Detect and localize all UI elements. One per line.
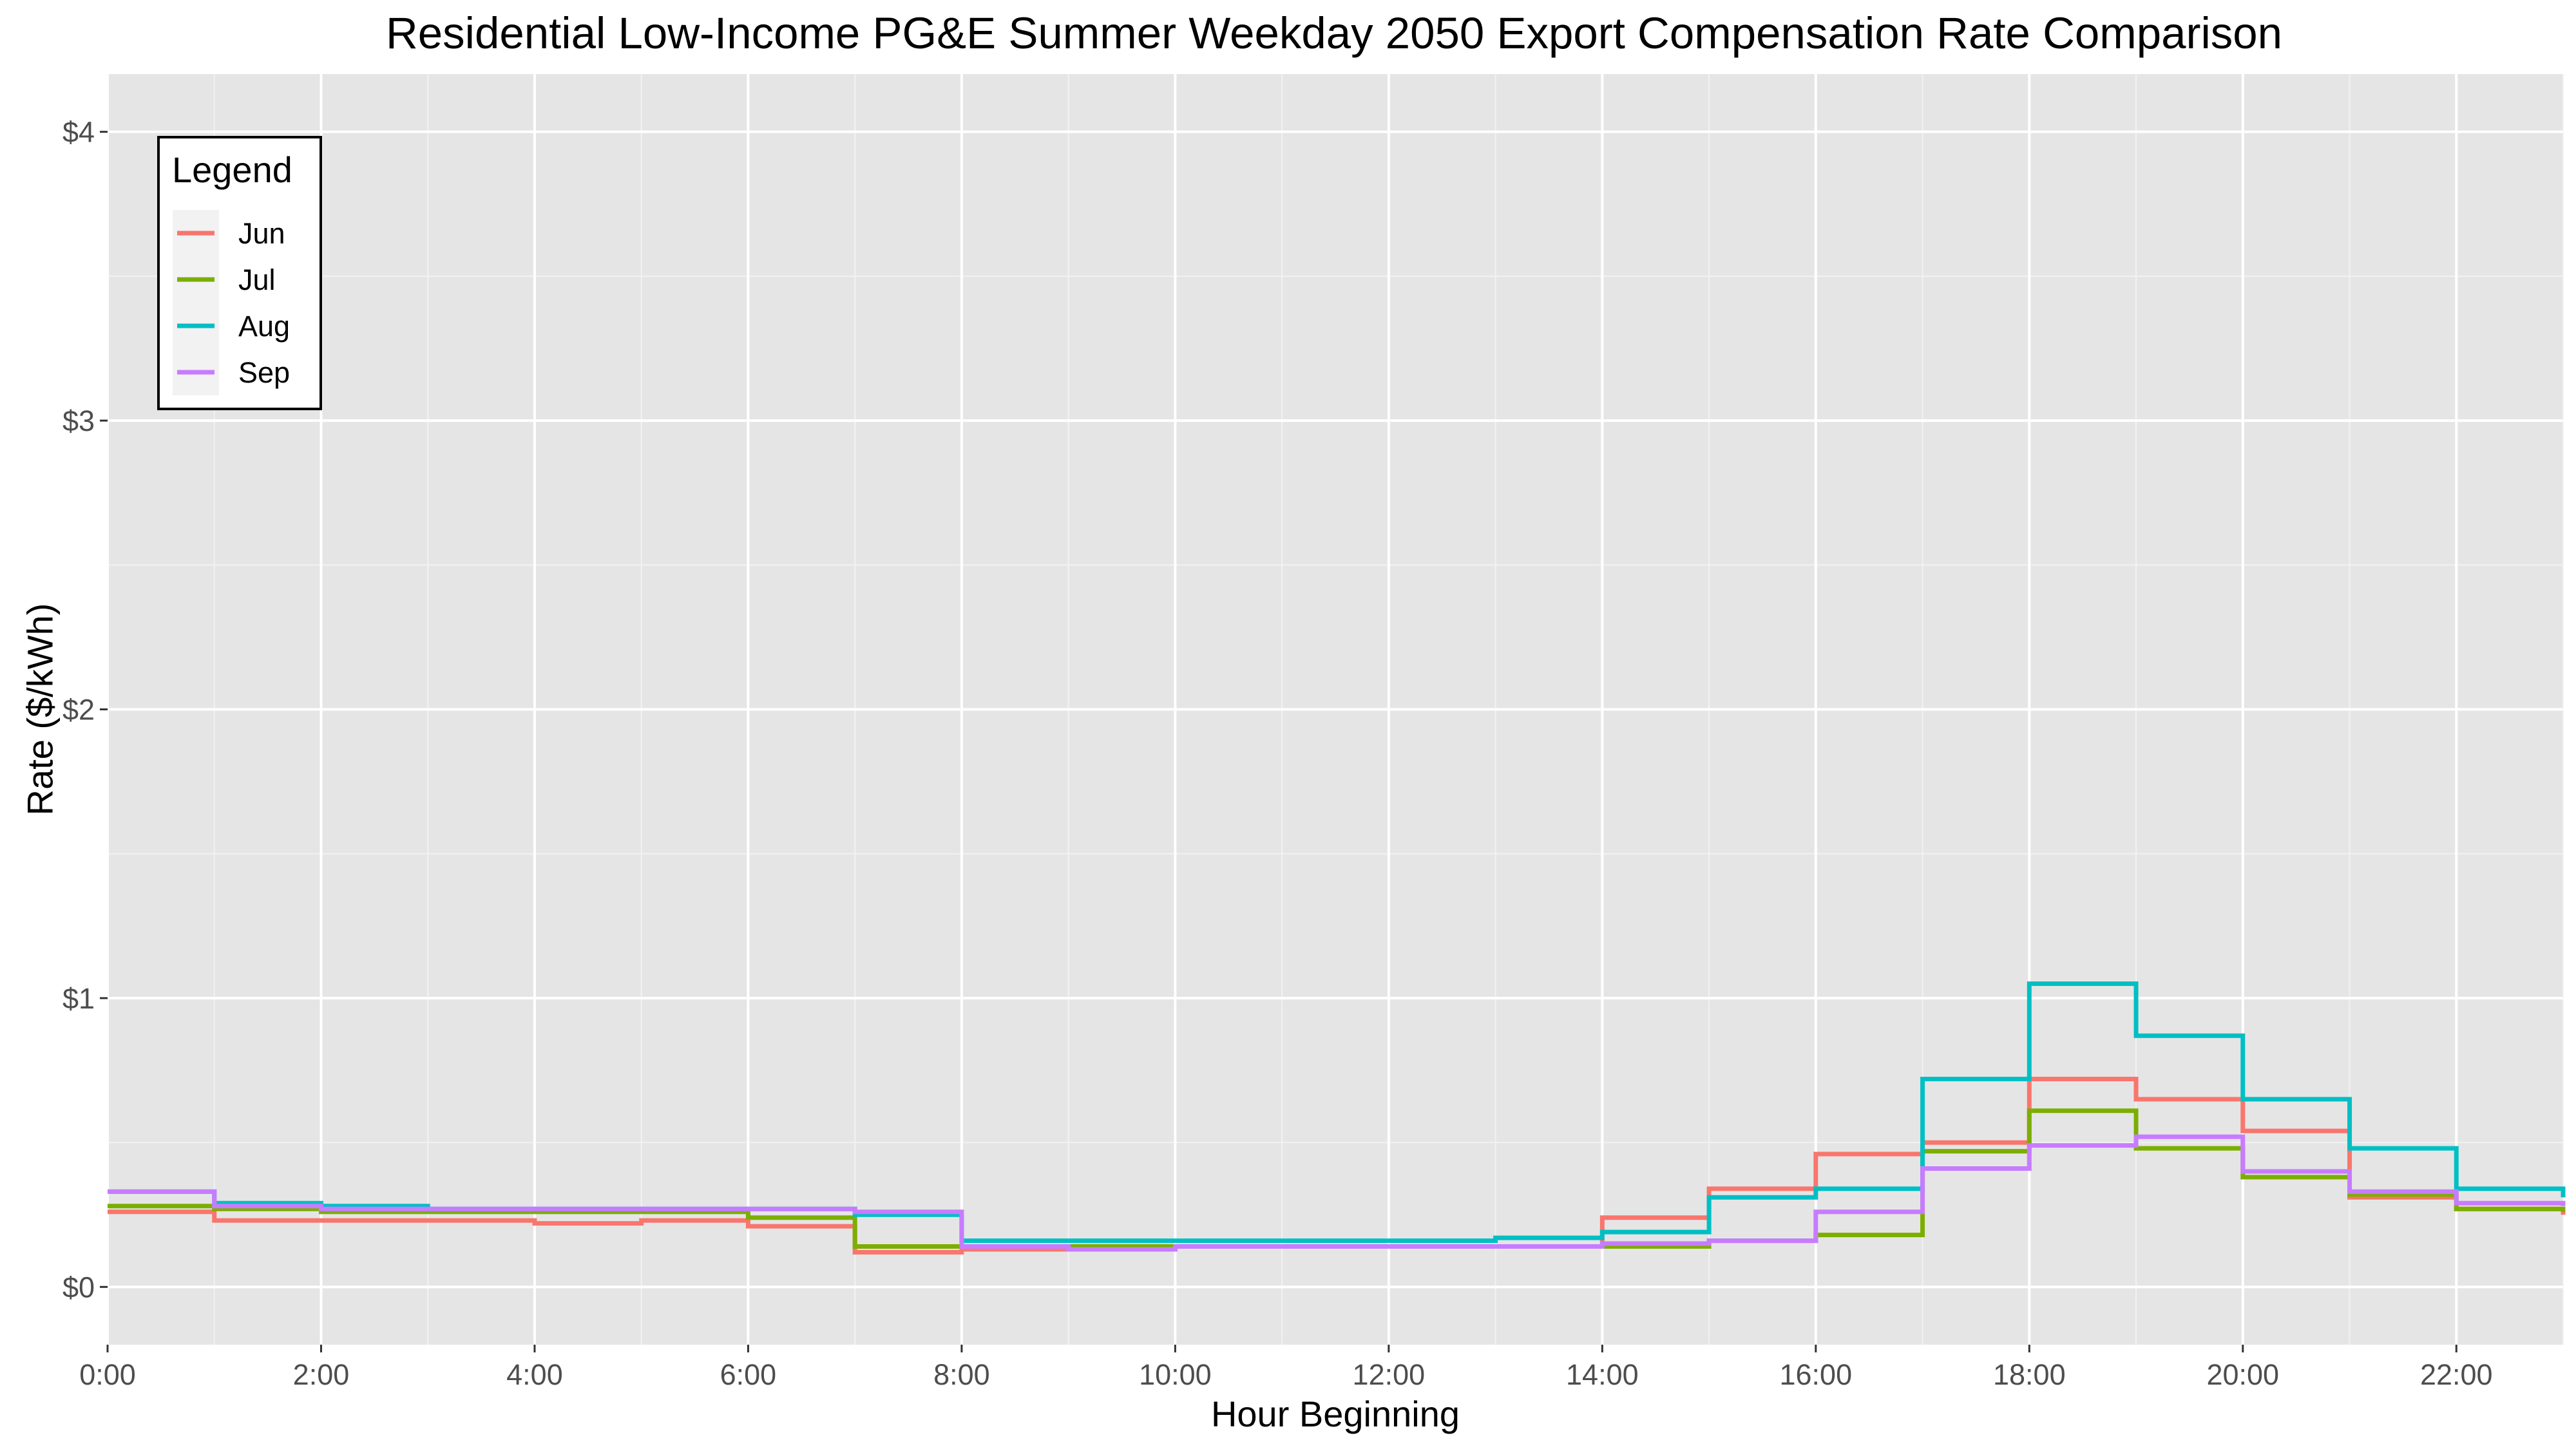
legend-label-aug: Aug [238,310,290,343]
x-tick-label: 16:00 [1780,1358,1853,1391]
legend-label-sep: Sep [238,356,290,389]
legend: Legend Jun Jul Aug Sep [157,136,322,410]
series-lines [108,981,2566,1255]
x-axis-title: Hour Beginning [1211,1394,1460,1434]
y-tick-label: $1 [62,982,95,1015]
x-tick-label: 8:00 [933,1358,990,1391]
x-tick-label: 18:00 [1993,1358,2066,1391]
x-tick-label: 2:00 [293,1358,350,1391]
y-tick-label: $2 [62,694,95,726]
x-tick-label: 22:00 [2420,1358,2493,1391]
y-axis-title: Rate ($/kWh) [20,603,61,816]
x-tick-label: 10:00 [1139,1358,1212,1391]
x-tick-label: 12:00 [1353,1358,1426,1391]
x-axis: 0:00 2:00 4:00 6:00 8:00 10:00 12:00 14:00 16:00… [79,1345,2493,1391]
y-axis: $0 $1 $2 $3 $4 [62,116,108,1303]
y-tick-label: $4 [62,116,95,149]
legend-label-jul: Jul [238,263,276,296]
y-tick-label: $0 [62,1271,95,1303]
x-tick-label: 14:00 [1566,1358,1639,1391]
chart-title: Residential Low-Income PG&E Summer Weekd… [386,8,2282,58]
legend-title: Legend [172,149,292,190]
x-tick-label: 4:00 [506,1358,563,1391]
legend-label-jun: Jun [238,217,285,250]
series-line-sep [108,1134,2566,1252]
x-tick-label: 20:00 [2206,1358,2279,1391]
x-tick-label: 0:00 [79,1358,136,1391]
x-tick-label: 6:00 [720,1358,777,1391]
y-tick-label: $3 [62,404,95,437]
major-gridlines [106,74,2563,1345]
